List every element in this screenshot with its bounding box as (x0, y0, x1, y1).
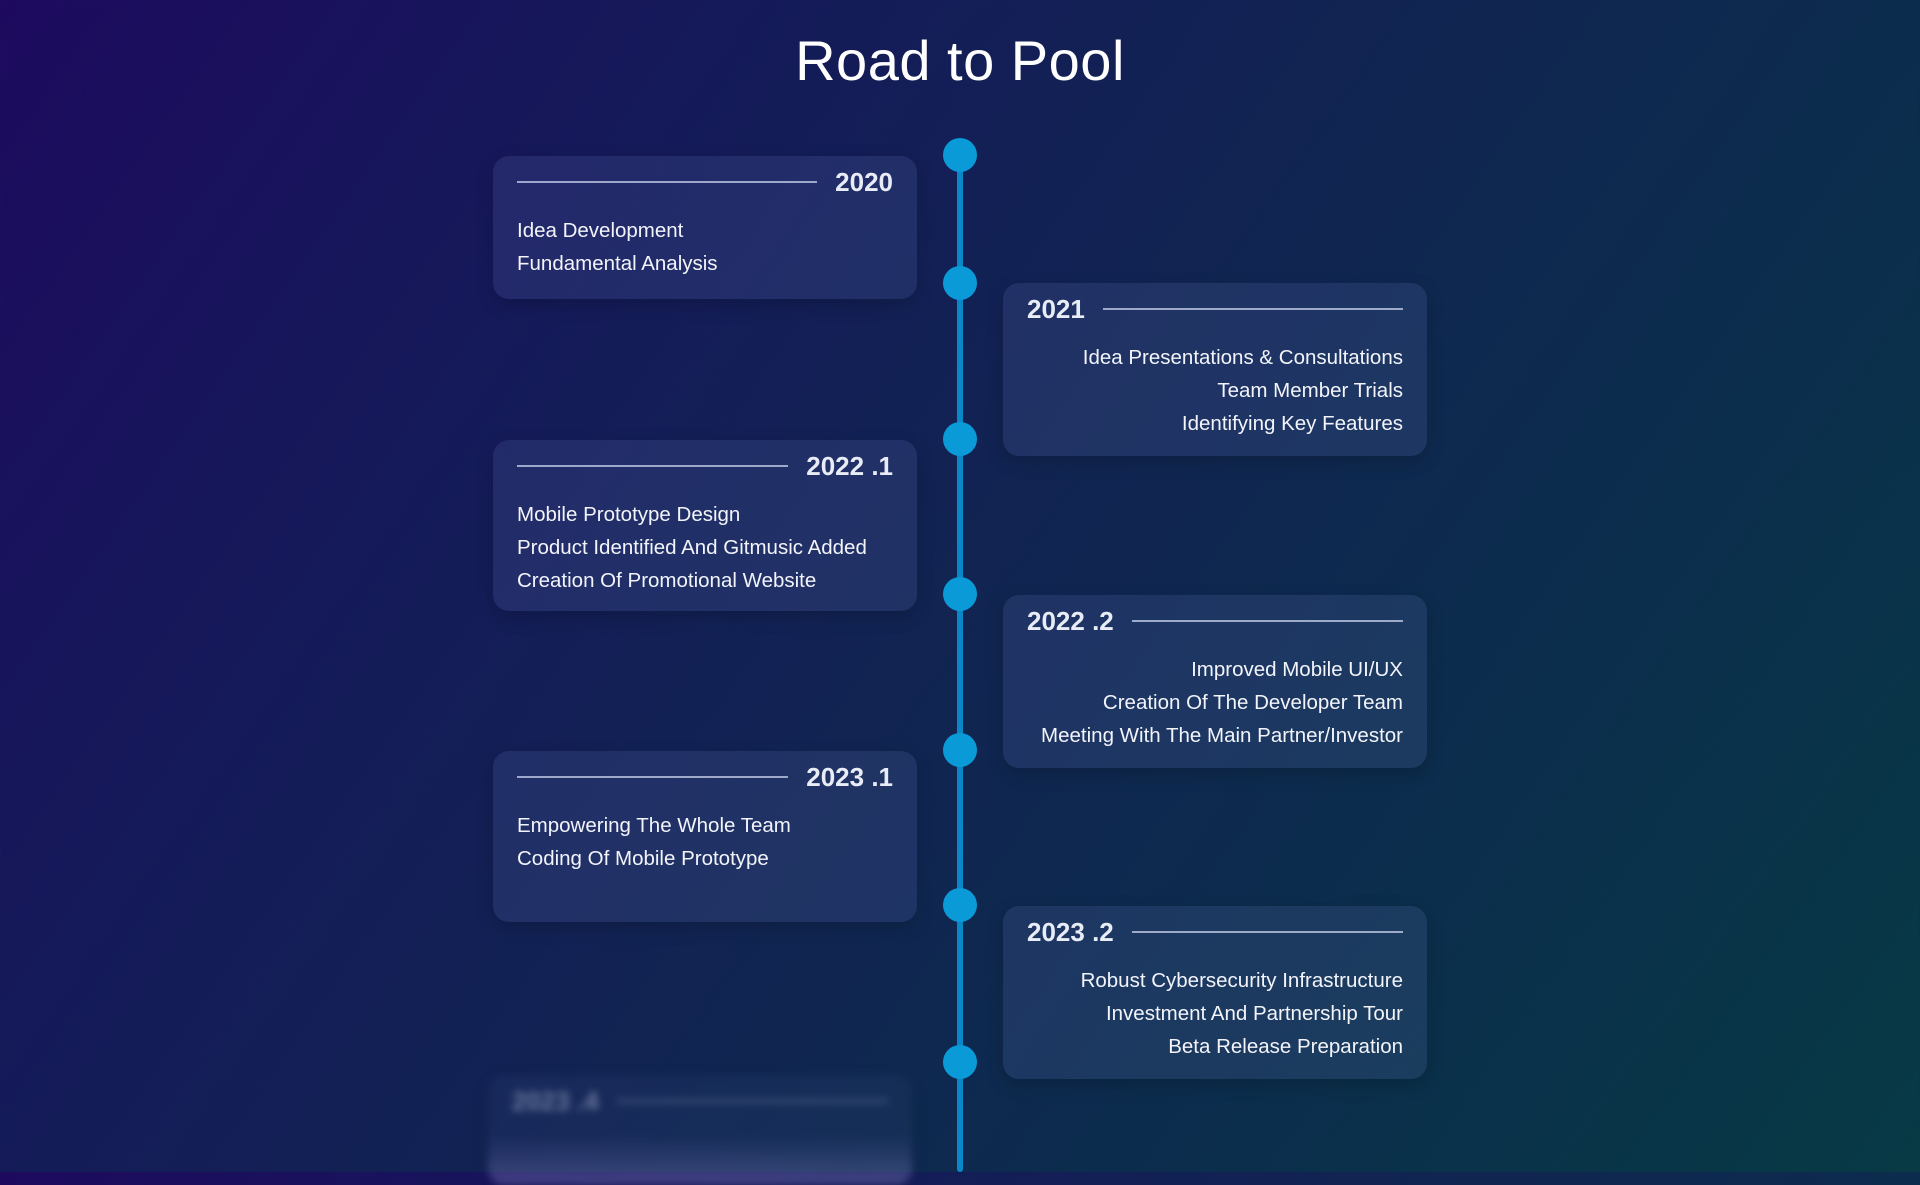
card-header: 2022 .2 (1027, 595, 1403, 647)
card-item-list: Idea Development Fundamental Analysis (517, 214, 893, 280)
roadmap-card-2023-1: 2023 .1 Empowering The Whole Team Coding… (493, 751, 917, 922)
timeline-dot (943, 577, 977, 611)
card-item: Robust Cybersecurity Infrastructure (1080, 969, 1403, 992)
card-item: Idea Development (517, 219, 684, 242)
card-item: Team Member Trials (1217, 379, 1403, 402)
timeline-dot (943, 733, 977, 767)
card-year: 2023 .1 (806, 761, 893, 792)
timeline-dot (943, 138, 977, 172)
card-item: Creation Of Promotional Website (517, 569, 817, 592)
card-year: 2022 .2 (1027, 605, 1114, 636)
card-year: 2022 .1 (806, 450, 893, 481)
card-header: 2021 (1027, 283, 1403, 335)
card-item: Investment And Partnership Tour (1105, 1002, 1403, 1025)
card-item: Idea Presentations & Consultations (1082, 346, 1403, 369)
card-divider (1131, 931, 1403, 933)
timeline-dot (943, 266, 977, 300)
card-item-list: Idea Presentations & Consultations Team … (1027, 341, 1403, 440)
card-divider (517, 465, 789, 467)
card-item-list: Improved Mobile UI/UX Creation Of The De… (1027, 653, 1403, 752)
card-year: 2023 .4 (512, 1085, 599, 1116)
card-item: Improved Mobile UI/UX (1191, 658, 1403, 681)
card-item: Product Identified And Gitmusic Added (517, 536, 867, 559)
card-item: Fundamental Analysis (517, 252, 718, 275)
card-divider (1102, 308, 1403, 310)
card-item: Beta Release Preparation (1168, 1035, 1403, 1058)
roadmap-card-2023-2: 2023 .2 Robust Cybersecurity Infrastruct… (1003, 906, 1427, 1079)
card-item: Creation Of The Developer Team (1102, 691, 1403, 714)
card-divider (1131, 620, 1403, 622)
timeline-dot (943, 422, 977, 456)
card-header: 2022 .1 (517, 440, 893, 492)
roadmap-card-2021: 2021 Idea Presentations & Consultations … (1003, 283, 1427, 456)
card-item-list: Mobile Prototype Design Product Identifi… (517, 498, 893, 597)
card-item: Empowering The Whole Team (517, 814, 791, 837)
card-year: 2020 (835, 166, 893, 197)
card-year: 2023 .2 (1027, 916, 1114, 947)
card-item-list: Robust Cybersecurity Infrastructure Inve… (1027, 964, 1403, 1063)
roadmap-card-2023-4: 2023 .4 (488, 1075, 912, 1185)
card-item: Meeting With The Main Partner/Investor (1041, 724, 1403, 747)
card-item: Coding Of Mobile Prototype (517, 847, 769, 870)
roadmap-card-2022-2: 2022 .2 Improved Mobile UI/UX Creation O… (1003, 595, 1427, 768)
card-header: 2023 .2 (1027, 906, 1403, 958)
card-header: 2020 (517, 156, 893, 208)
card-header: 2023 .1 (517, 751, 893, 803)
card-divider (616, 1100, 888, 1102)
card-divider (517, 776, 789, 778)
card-item: Mobile Prototype Design (517, 503, 741, 526)
timeline-line (957, 152, 963, 1172)
card-item-list: Empowering The Whole Team Coding Of Mobi… (517, 809, 893, 875)
timeline-dot (943, 1045, 977, 1079)
card-item: Identifying Key Features (1181, 412, 1403, 435)
card-divider (517, 181, 818, 183)
card-header: 2023 .4 (512, 1075, 888, 1127)
page-title: Road to Pool (795, 29, 1125, 92)
roadmap-card-2020: 2020 Idea Development Fundamental Analys… (493, 156, 917, 299)
timeline-dot (943, 888, 977, 922)
card-year: 2021 (1027, 293, 1085, 324)
roadmap-card-2022-1: 2022 .1 Mobile Prototype Design Product … (493, 440, 917, 611)
